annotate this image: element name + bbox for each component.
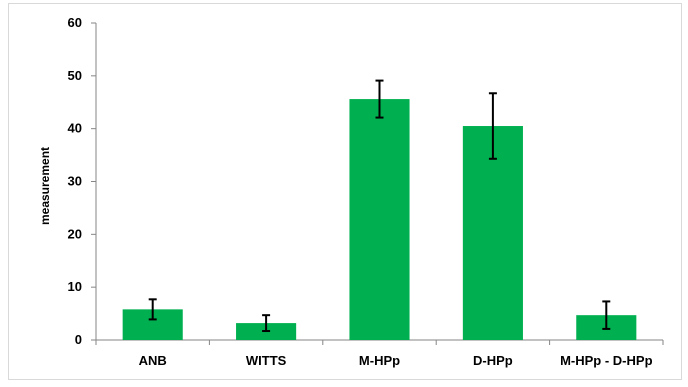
y-tick-label: 30: [68, 174, 82, 189]
y-axis-title: measurement: [38, 147, 52, 225]
y-tick-label: 40: [68, 121, 82, 136]
y-tick-label: 10: [68, 279, 82, 294]
y-tick-label: 0: [75, 332, 82, 347]
y-tick-label: 20: [68, 226, 82, 241]
x-category-label: WITTS: [246, 353, 287, 368]
x-category-label: D-HPp: [473, 353, 513, 368]
bar-d-hpp: [462, 126, 523, 341]
x-category-label: M-HPp - D-HPp: [560, 353, 652, 368]
chart-frame: [8, 3, 682, 380]
y-tick-label: 50: [68, 68, 82, 83]
x-category-label: ANB: [139, 353, 167, 368]
y-tick-label: 60: [68, 15, 82, 30]
x-category-label: M-HPp: [359, 353, 400, 368]
bar-m-hpp: [349, 99, 410, 340]
